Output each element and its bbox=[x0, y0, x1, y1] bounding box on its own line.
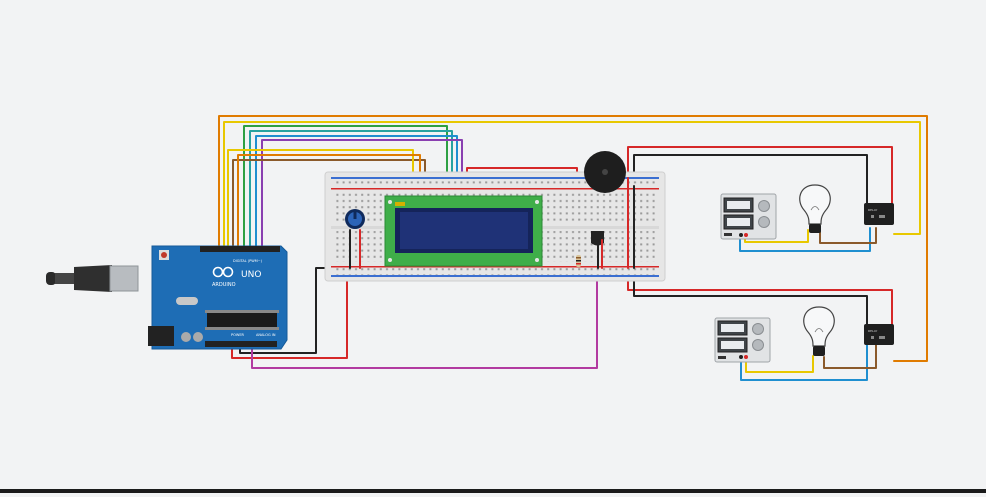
power-analog-header[interactable] bbox=[205, 341, 277, 347]
usb-cable-plug bbox=[46, 272, 56, 285]
power-supply-1[interactable] bbox=[720, 193, 777, 240]
wire-blue-lcd[interactable] bbox=[255, 135, 458, 249]
supply-1-knob-current[interactable] bbox=[758, 216, 770, 228]
wire-purple-lcd[interactable] bbox=[261, 139, 463, 249]
wire-black-gnd[interactable] bbox=[239, 267, 341, 354]
breadboard-rail-top bbox=[334, 180, 656, 187]
wire-brown-bulb2[interactable] bbox=[823, 343, 877, 369]
potentiometer-indicator bbox=[353, 211, 357, 219]
arduino-logo-text: ARDUINO bbox=[212, 282, 236, 288]
reset-cap bbox=[161, 252, 167, 258]
power-jack bbox=[148, 326, 174, 346]
supply-1-knob-voltage[interactable] bbox=[758, 200, 770, 212]
light-bulb-2[interactable] bbox=[803, 306, 835, 356]
relay-2-label: RELAY bbox=[868, 329, 878, 333]
temperature-sensor[interactable] bbox=[591, 231, 604, 246]
usb-cable bbox=[55, 273, 75, 284]
wire-black-relay1[interactable] bbox=[633, 154, 868, 207]
wire-green-lcd[interactable] bbox=[243, 125, 448, 249]
bottom-border bbox=[0, 489, 986, 493]
wire-red-relay1[interactable] bbox=[627, 146, 893, 207]
wire-magenta-sensor[interactable] bbox=[251, 244, 598, 369]
usb-port bbox=[109, 265, 139, 292]
supply-2-knob-voltage[interactable] bbox=[752, 323, 764, 335]
potentiometer[interactable] bbox=[345, 209, 365, 229]
power-label: POWER bbox=[231, 333, 245, 337]
breadboard-jumpers bbox=[349, 177, 635, 269]
arduino-logo-icon bbox=[212, 266, 234, 278]
wire-teal-lcd[interactable] bbox=[249, 130, 453, 249]
analog-in-label: ANALOG IN bbox=[256, 333, 276, 337]
wires bbox=[218, 115, 928, 381]
relay-2[interactable]: RELAY bbox=[864, 324, 894, 345]
capacitor-1 bbox=[181, 332, 191, 342]
wire-red-5v[interactable] bbox=[231, 267, 348, 359]
wire-blue-supply2[interactable] bbox=[740, 343, 868, 381]
piezo-buzzer[interactable] bbox=[584, 151, 626, 193]
lcd-screen bbox=[400, 212, 528, 249]
relay-1[interactable]: RELAY bbox=[864, 203, 894, 225]
relay-1-label: RELAY bbox=[868, 208, 878, 212]
breadboard-rail-bottom bbox=[334, 268, 656, 275]
atmega-chip bbox=[207, 313, 277, 327]
wire-blue-supply1[interactable] bbox=[739, 227, 871, 252]
wire-yellow-supply2[interactable] bbox=[745, 355, 814, 373]
arduino-uno[interactable]: ARDUINO UNO DIGITAL (PWM~) POWER ANALOG … bbox=[46, 245, 288, 350]
resistor[interactable] bbox=[576, 255, 581, 267]
usb-connector bbox=[74, 265, 112, 292]
wire-yellow-relay1[interactable] bbox=[223, 121, 921, 249]
wire-black-relay2[interactable] bbox=[633, 267, 868, 329]
wire-orange-relay2[interactable] bbox=[218, 115, 928, 362]
digital-header[interactable] bbox=[200, 246, 280, 252]
capacitor-2 bbox=[193, 332, 203, 342]
light-bulb-1[interactable] bbox=[799, 184, 831, 233]
digital-pwm-label: DIGITAL (PWM~) bbox=[233, 259, 263, 263]
lcd-16x2[interactable] bbox=[384, 195, 543, 267]
supply-2-knob-current[interactable] bbox=[752, 339, 764, 351]
power-supply-2[interactable] bbox=[714, 317, 771, 363]
arduino-model-label: UNO bbox=[241, 270, 261, 280]
crystal bbox=[176, 297, 198, 305]
wire-brown-bulb1[interactable] bbox=[819, 227, 877, 244]
